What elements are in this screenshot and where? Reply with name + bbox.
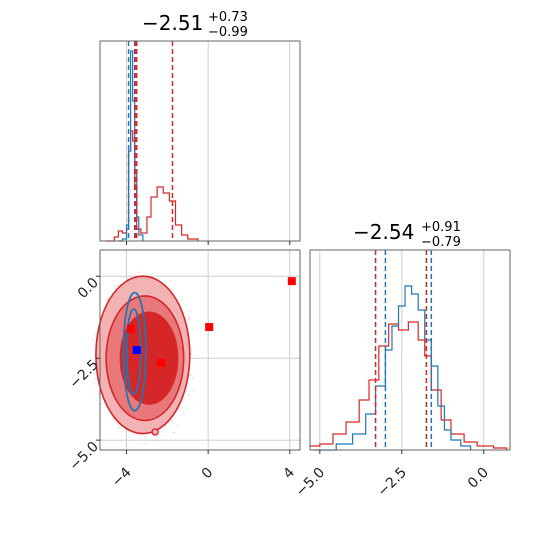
title-param2: −2.54 +0.91 −0.79	[353, 220, 461, 250]
title-param1: −2.51 +0.73 −0.99	[142, 10, 248, 40]
hist2-frame	[309, 249, 511, 451]
scatter-sample-point	[117, 284, 119, 287]
title-param1-lower: −0.99	[208, 25, 248, 40]
red-marker	[287, 277, 296, 286]
scatter-sample-point	[117, 427, 120, 429]
panel-2d-density: −4 0 4−5.0−2.50.0	[67, 249, 301, 491]
title-param2-upper: +0.91	[421, 220, 461, 235]
scatter-sample-point	[183, 413, 185, 416]
hist2-red-series	[310, 321, 508, 450]
scatter-sample-point	[128, 275, 131, 277]
scatter-sample-point	[112, 417, 114, 420]
red-marker	[205, 323, 214, 332]
hist1-blue-series	[118, 50, 144, 242]
blue-contour-level	[125, 308, 142, 396]
hist2-x-tick-label: 0.0	[465, 465, 492, 492]
scatter-sample-point	[138, 271, 141, 273]
blue-marker	[132, 346, 141, 354]
scatter-sample-point	[147, 274, 150, 276]
title-param1-upper: +0.73	[208, 10, 248, 25]
scatter-frame	[99, 249, 301, 451]
title-param1-value: −2.51	[142, 11, 203, 35]
panel-hist-param1	[99, 40, 301, 245]
scatter-sample-point	[93, 382, 96, 384]
hist2-x-tick-label: −5.0	[293, 465, 328, 500]
hist1-red-series	[106, 130, 199, 242]
scatter-sample-point	[188, 393, 190, 396]
scatter-x-tick-label: 4	[280, 465, 298, 483]
scatter-sample-point	[192, 377, 194, 380]
scatter-x-tick-label: −4	[109, 465, 135, 491]
scatter-sample-point	[155, 439, 158, 442]
scatter-sample-point	[145, 442, 147, 445]
red-contour-outlier	[151, 428, 159, 436]
blue-contour-level	[122, 291, 147, 412]
panel-hist-param2: −5.0 −2.5 0.0	[293, 249, 511, 500]
hist1-frame	[99, 40, 301, 242]
red-marker	[157, 359, 166, 368]
scatter-sample-point	[92, 339, 95, 341]
scatter-sample-point	[98, 393, 100, 396]
title-param2-value: −2.54	[353, 220, 414, 244]
scatter-x-tick-label: 0	[199, 465, 217, 483]
scatter-sample-point	[192, 389, 195, 392]
scatter-sample-point	[188, 316, 191, 319]
scatter-sample-point	[93, 372, 95, 375]
scatter-sample-point	[176, 425, 179, 427]
scatter-sample-point	[190, 349, 193, 351]
scatter-sample-point	[180, 299, 183, 302]
hist2-blue-series	[313, 285, 472, 451]
scatter-y-tick-label: 0.0	[75, 275, 102, 302]
scatter-sample-point	[144, 435, 146, 438]
title-param2-lower: −0.79	[421, 235, 461, 250]
red-marker	[126, 324, 135, 333]
scatter-sample-point	[93, 334, 96, 337]
scatter-sample-point	[190, 374, 193, 376]
scatter-sample-point	[105, 299, 108, 301]
scatter-sample-point	[188, 318, 190, 321]
scatter-sample-point	[95, 378, 97, 380]
red-contour-level	[119, 311, 179, 405]
scatter-sample-point	[114, 285, 116, 288]
scatter-sample-point	[188, 310, 191, 313]
scatter-sample-point	[170, 419, 173, 422]
scatter-sample-point	[172, 431, 175, 434]
scatter-y-tick-label: −5.0	[67, 439, 102, 474]
hist2-x-tick-label: −2.5	[375, 465, 410, 500]
scatter-sample-point	[169, 280, 171, 282]
scatter-sample-point	[165, 425, 167, 427]
